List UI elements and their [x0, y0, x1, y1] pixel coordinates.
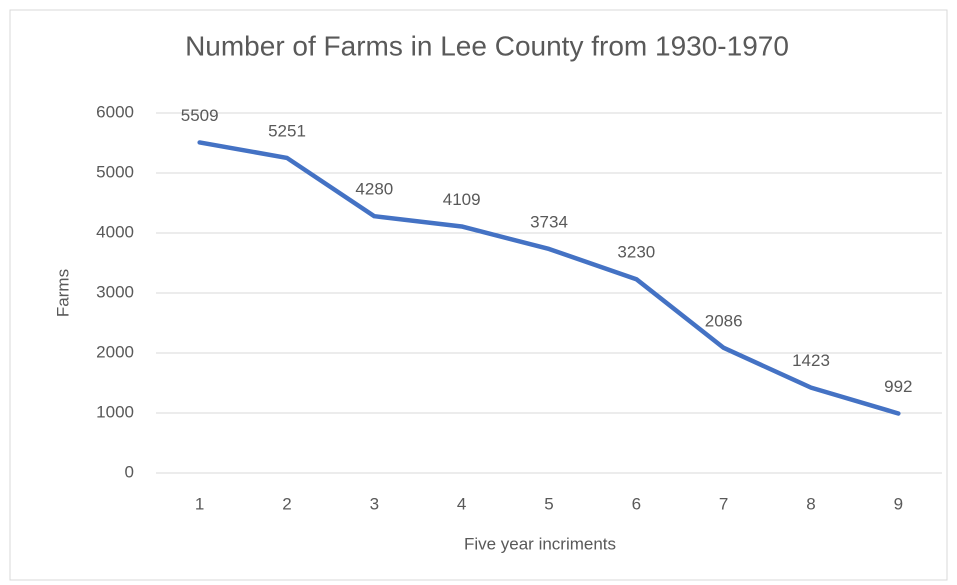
y-tick-label: 3000 [96, 282, 134, 301]
y-tick-label: 4000 [96, 222, 134, 241]
data-label: 3734 [530, 212, 568, 231]
y-tick-label: 6000 [96, 102, 134, 121]
chart-border [9, 9, 948, 581]
x-axis-label: Five year incriments [464, 534, 616, 553]
data-label: 2086 [705, 311, 743, 330]
x-tick-label: 5 [544, 494, 553, 513]
data-label: 4109 [443, 190, 481, 209]
x-tick-label: 4 [457, 494, 466, 513]
x-tick-label: 2 [282, 494, 291, 513]
data-label: 1423 [792, 351, 830, 370]
x-tick-label: 6 [632, 494, 641, 513]
y-tick-label: 5000 [96, 162, 134, 181]
data-label: 4280 [355, 180, 393, 199]
data-label: 5509 [181, 106, 219, 125]
x-tick-label: 7 [719, 494, 728, 513]
data-label: 3230 [617, 243, 655, 262]
x-tick-label: 1 [195, 494, 204, 513]
x-tick-label: 3 [370, 494, 379, 513]
data-line [197, 140, 901, 416]
y-tick-label: 2000 [96, 342, 134, 361]
y-tick-label: 0 [125, 462, 134, 481]
x-tick-label: 9 [894, 494, 903, 513]
data-label: 992 [884, 377, 912, 396]
y-axis-label: Farms [53, 269, 72, 317]
x-tick-label: 8 [806, 494, 815, 513]
y-tick-label: 1000 [96, 402, 134, 421]
data-label: 5251 [268, 121, 306, 140]
chart-title: Number of Farms in Lee County from 1930-… [185, 30, 789, 61]
